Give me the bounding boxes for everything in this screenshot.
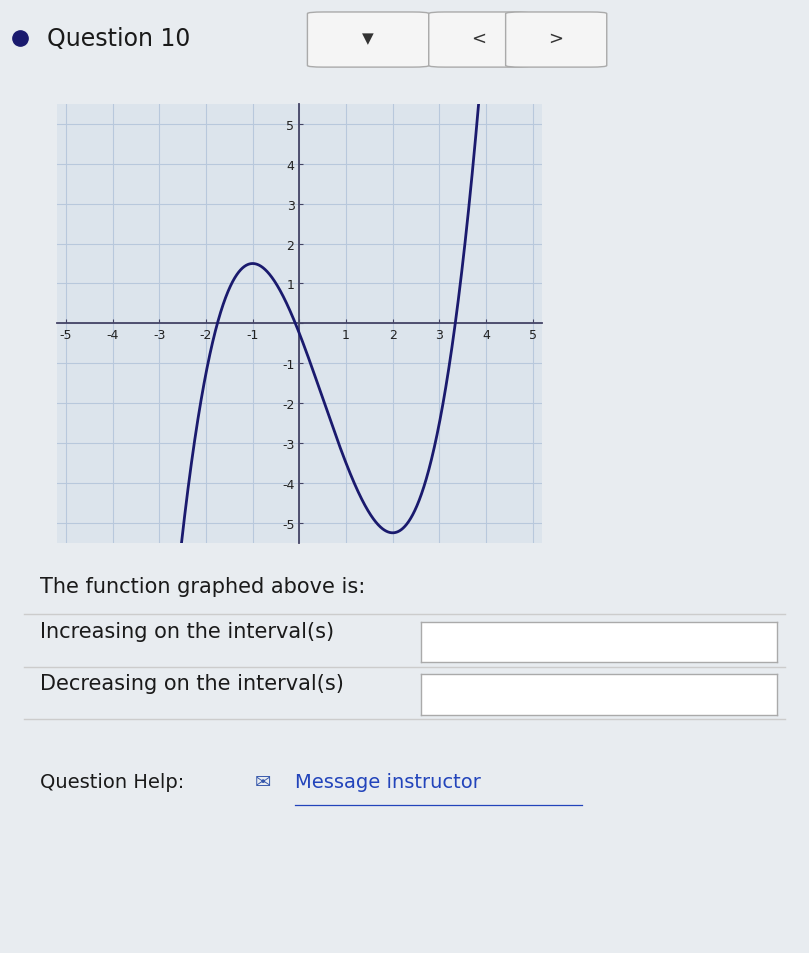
Text: ✉: ✉ [255, 772, 271, 791]
Text: Question Help:: Question Help: [40, 772, 184, 791]
Text: Increasing on the interval(s): Increasing on the interval(s) [40, 621, 335, 641]
FancyBboxPatch shape [506, 13, 607, 68]
FancyBboxPatch shape [429, 13, 530, 68]
FancyBboxPatch shape [307, 13, 429, 68]
Text: <: < [472, 30, 486, 48]
Text: Message instructor: Message instructor [295, 772, 481, 791]
Text: Question 10: Question 10 [47, 27, 190, 51]
Text: >: > [549, 30, 563, 48]
Text: Decreasing on the interval(s): Decreasing on the interval(s) [40, 674, 345, 694]
Text: The function graphed above is:: The function graphed above is: [40, 577, 366, 597]
Text: ▼: ▼ [362, 31, 374, 47]
